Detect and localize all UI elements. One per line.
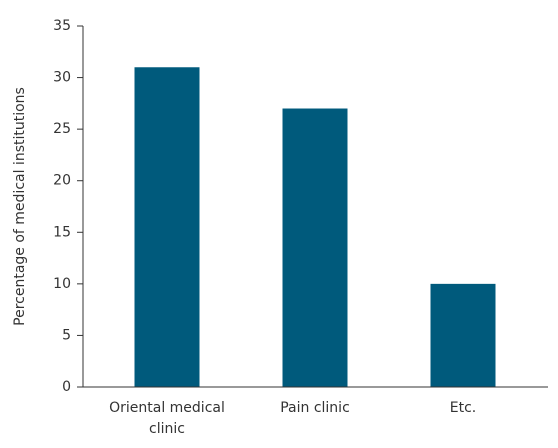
y-axis: 0 5 10 15 20 25 30 35 <box>53 18 84 395</box>
y-tick-label: 0 <box>62 379 71 395</box>
y-tick-label: 10 <box>53 276 71 292</box>
y-axis-title: Percentage of medical institutions <box>12 87 28 326</box>
y-tick-label: 35 <box>53 18 71 34</box>
x-axis: Oriental medical clinic Pain clinic Etc. <box>83 386 548 437</box>
y-tick-label: 5 <box>62 327 71 343</box>
y-tick-label: 30 <box>53 70 71 86</box>
y-tick-label: 25 <box>53 121 71 137</box>
bar-1 <box>134 67 200 387</box>
bars-group <box>134 67 496 387</box>
bar-2 <box>282 108 348 387</box>
x-category-label-3: Etc. <box>450 400 476 416</box>
y-tick-label: 20 <box>53 173 71 189</box>
y-axis-title-group: Percentage of medical institutions <box>12 87 28 326</box>
y-tick-label: 15 <box>53 224 71 240</box>
x-category-label-2: Pain clinic <box>280 400 350 416</box>
x-category-label-1: Oriental medical clinic <box>109 400 225 437</box>
bar-3 <box>430 283 496 387</box>
